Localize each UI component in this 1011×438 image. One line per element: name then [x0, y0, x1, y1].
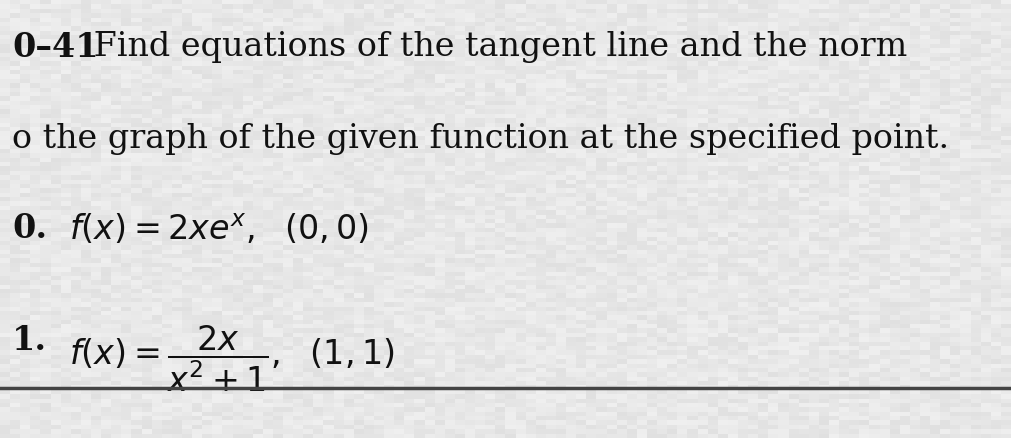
Text: $f(x) = 2xe^{x},\ \ (0,0)$: $f(x) = 2xe^{x},\ \ (0,0)$ — [69, 212, 369, 247]
Text: o the graph of the given function at the specified point.: o the graph of the given function at the… — [12, 123, 949, 155]
Text: 0.: 0. — [12, 212, 48, 245]
Text: 0–41: 0–41 — [12, 31, 99, 64]
Text: $f(x) = \dfrac{2x}{x^2+1},\ \ (1,1)$: $f(x) = \dfrac{2x}{x^2+1},\ \ (1,1)$ — [69, 324, 394, 394]
Text: Find equations of the tangent line and the norm: Find equations of the tangent line and t… — [83, 31, 907, 63]
Text: 1.: 1. — [12, 324, 48, 357]
